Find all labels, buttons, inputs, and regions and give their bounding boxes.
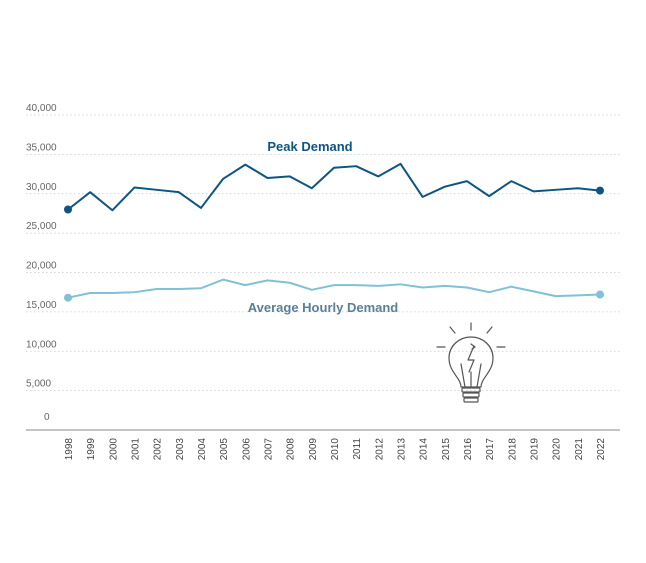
y-tick-label: 15,000 [26, 300, 57, 311]
y-tick-label: 25,000 [26, 221, 57, 232]
x-tick-label: 2008 [286, 438, 297, 461]
peak-demand-endpoint [596, 186, 604, 195]
lightbulb-icon [436, 322, 506, 403]
x-tick-label: 2005 [219, 438, 230, 461]
series-lines [64, 162, 604, 302]
y-tick-label: 0 [44, 412, 50, 423]
x-tick-label: 2015 [441, 438, 452, 461]
x-tick-label: 2019 [530, 438, 541, 461]
x-tick-label: 2004 [197, 438, 208, 461]
x-tick-label: 2018 [507, 438, 518, 461]
peak-demand-line [67, 162, 601, 212]
gridlines [26, 114, 620, 392]
x-tick-label: 2000 [108, 438, 119, 461]
peak-demand-endpoint [64, 205, 72, 214]
y-tick-label: 10,000 [26, 339, 57, 350]
x-tick-label: 1998 [64, 438, 75, 461]
x-tick-label: 2010 [330, 438, 341, 461]
x-tick-label: 2021 [574, 438, 585, 461]
y-tick-label: 20,000 [26, 261, 57, 272]
y-tick-label: 5,000 [26, 379, 51, 390]
y-tick-label: 35,000 [26, 142, 57, 153]
average-demand-endpoint [64, 293, 72, 302]
x-tick-label: 2016 [463, 438, 474, 461]
x-tick-label: 2014 [419, 438, 430, 461]
x-tick-label: 1999 [86, 438, 97, 461]
x-tick-label: 2007 [264, 438, 275, 461]
x-tick-label: 2002 [153, 438, 164, 461]
series-labels: Peak Demand Average Hourly Demand [248, 139, 399, 315]
average-hourly-demand-line [67, 278, 601, 299]
x-tick-label: 2003 [175, 438, 186, 461]
x-tick-label: 2017 [485, 438, 496, 461]
y-tick-label: 30,000 [26, 182, 57, 193]
x-tick-label: 2020 [552, 438, 563, 461]
x-tick-label: 2011 [352, 438, 363, 460]
average-hourly-demand-label: Average Hourly Demand [248, 300, 399, 315]
y-tick-label: 40,000 [26, 103, 57, 114]
x-tick-label: 2001 [131, 438, 142, 461]
x-tick-label: 2013 [397, 438, 408, 461]
x-tick-label: 2022 [596, 438, 607, 461]
x-tick-label: 2006 [241, 438, 252, 461]
x-tick-label: 2012 [374, 438, 385, 461]
peak-demand-label: Peak Demand [267, 139, 352, 154]
y-axis-ticks: 0 5,000 10,000 15,000 20,000 25,000 30,000 35,0… [26, 103, 57, 423]
average-demand-endpoint [596, 290, 604, 299]
x-tick-label: 2009 [308, 438, 319, 461]
x-axis-ticks: 1998 1999 2000 2001 2002 2003 2004 2005 2006 2007… [64, 438, 607, 461]
